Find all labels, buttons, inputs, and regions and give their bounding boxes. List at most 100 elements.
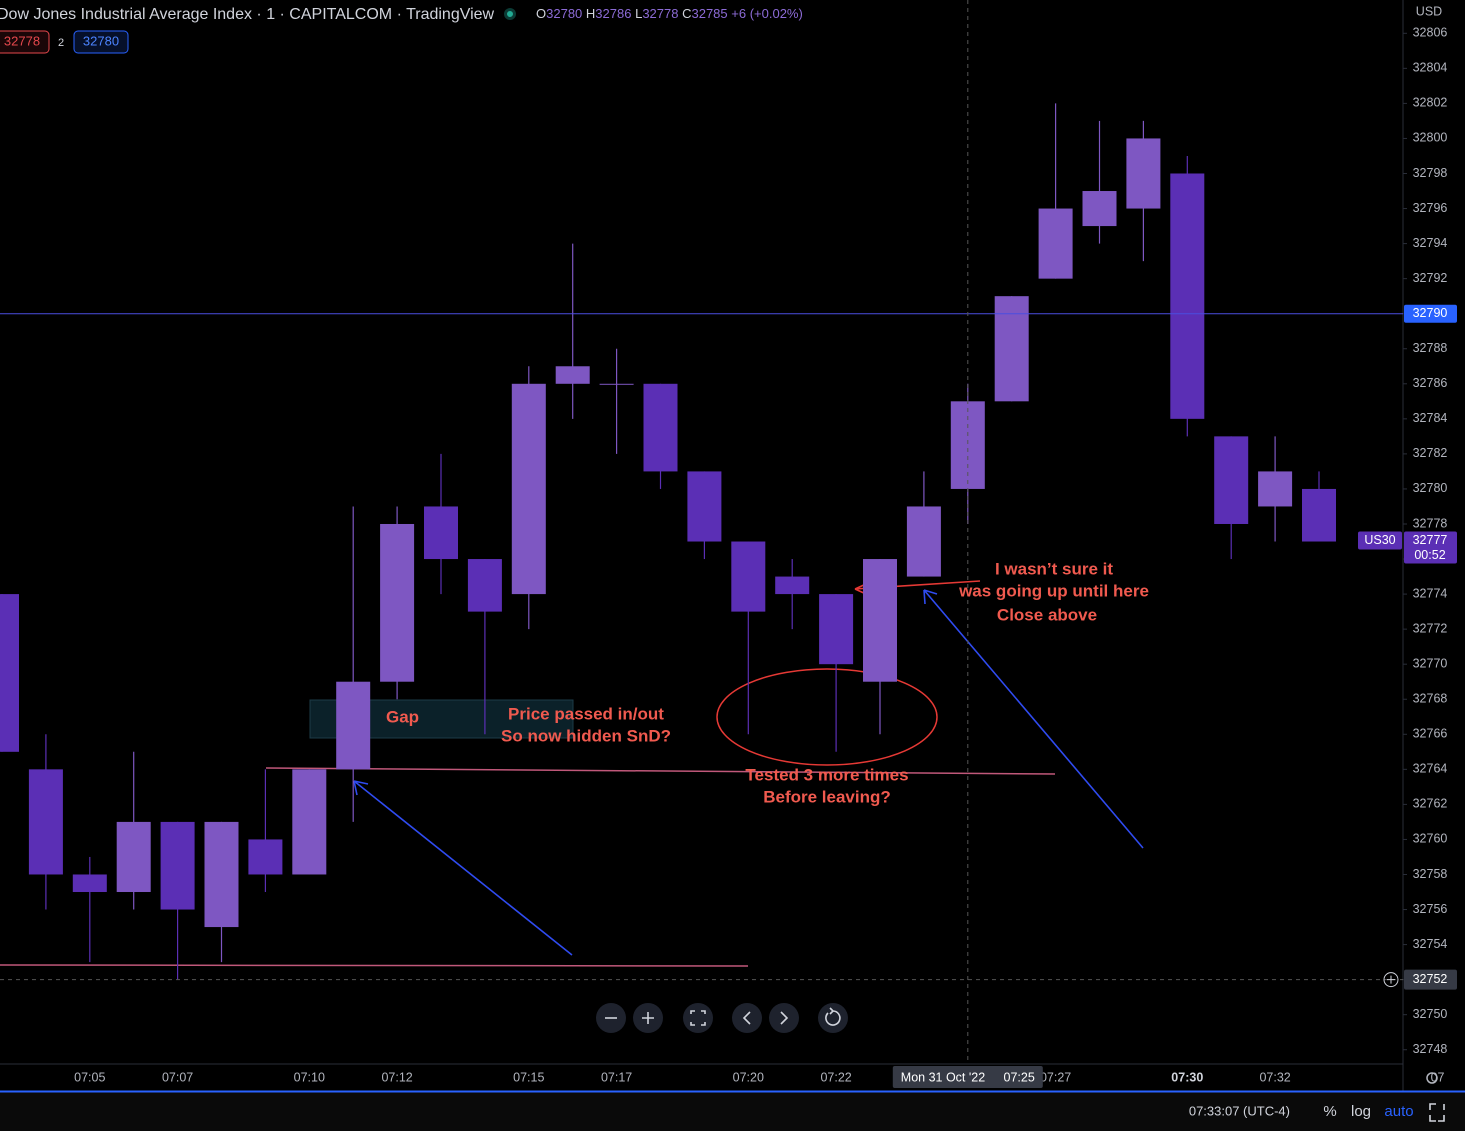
- candle-body: [643, 383, 678, 472]
- y-tick-label: 32784: [1413, 411, 1448, 425]
- y-tick-label: 32800: [1413, 131, 1448, 145]
- ohlc-label: H: [586, 6, 595, 21]
- symbol-title: Dow Jones Industrial Average Index · 1 ·…: [0, 6, 495, 23]
- ohlc-value: 32786: [595, 6, 631, 21]
- y-tick-label: 32796: [1413, 201, 1448, 215]
- level-line: [265, 767, 1056, 775]
- y-tick-label: 32760: [1413, 832, 1448, 846]
- log-toggle[interactable]: log: [1351, 1103, 1371, 1120]
- candle-body: [28, 769, 63, 875]
- navigation: [596, 1003, 848, 1033]
- candle-body: [775, 576, 810, 595]
- highlight-ellipse: [716, 668, 938, 766]
- quantity[interactable]: 2: [58, 37, 64, 49]
- buy-button[interactable]: [73, 30, 129, 54]
- settings-icon[interactable]: [1426, 1072, 1438, 1084]
- candle-body: [819, 594, 854, 665]
- annotation: So now hidden SnD?: [501, 726, 671, 745]
- symbol-label: US30: [1364, 533, 1395, 547]
- ohlc-value: 32785: [691, 6, 727, 21]
- candle-body: [292, 769, 327, 875]
- candle-body: [1126, 138, 1161, 209]
- scroll-left-button[interactable]: [732, 1003, 762, 1033]
- ohlc-legend: O32780 H32786 L32778 C32785 +6 (+0.02%): [536, 6, 803, 21]
- x-tick-label: 07:22: [820, 1070, 851, 1084]
- current-price-label: 32777: [1413, 533, 1448, 547]
- sell-price[interactable]: 32778: [4, 33, 40, 48]
- crosshair-time-box: [892, 1066, 1043, 1088]
- currency[interactable]: USD: [1416, 4, 1442, 18]
- ohlc-label: L: [635, 6, 642, 21]
- candle-body: [160, 821, 195, 910]
- y-tick-label: 32794: [1413, 236, 1448, 250]
- fullscreen-button[interactable]: [683, 1003, 713, 1033]
- x-tick-label: 07:07: [162, 1070, 193, 1084]
- candle-body: [204, 821, 239, 928]
- y-tick-label: 32764: [1413, 762, 1448, 776]
- fullscreen-icon[interactable]: [1429, 1103, 1445, 1122]
- candle-body: [1038, 208, 1073, 279]
- current-price-box: [1404, 531, 1457, 564]
- annotation: I wasn’t sure it: [995, 559, 1113, 578]
- candle-body: [863, 559, 897, 682]
- y-tick-label: 32804: [1413, 61, 1448, 75]
- ohlc-value: 32780: [546, 6, 582, 21]
- icon: [825, 1007, 841, 1026]
- y-tick-label: 32778: [1413, 516, 1448, 530]
- annotation: Close above: [997, 605, 1097, 624]
- y-tick-label: 32802: [1413, 96, 1448, 110]
- y-tick-label: 32782: [1413, 446, 1448, 460]
- y-tick-label: 32766: [1413, 727, 1448, 741]
- candle-body: [1258, 471, 1293, 507]
- candle-body: [380, 523, 415, 682]
- percent-toggle[interactable]: %: [1323, 1103, 1336, 1120]
- x-tick-label: 07:20: [733, 1070, 764, 1084]
- arrow: [353, 780, 573, 956]
- candle-body: [687, 471, 722, 542]
- x-tick-label: 07:30: [1171, 1070, 1203, 1084]
- x-tick-label: 07:15: [513, 1070, 544, 1084]
- clock: 07:33:07 (UTC-4): [1189, 1103, 1290, 1118]
- reset-button[interactable]: [818, 1003, 848, 1033]
- candle-body: [599, 383, 634, 385]
- y-tick-label: 32770: [1413, 656, 1448, 670]
- y-tick-label: 32756: [1413, 902, 1448, 916]
- x-tick-label: 07:05: [74, 1070, 105, 1084]
- candle-body: [336, 681, 371, 770]
- candle-body: [72, 874, 107, 893]
- candle-body: [424, 506, 458, 560]
- y-tick-label: 32798: [1413, 166, 1448, 180]
- y-tick-label: 32754: [1413, 937, 1448, 951]
- add-alert-button[interactable]: [1383, 972, 1399, 988]
- candle-body: [0, 594, 19, 752]
- axes: 32748 32750 32752 32754 32756 32758 32760 32762…: [0, 0, 1457, 1088]
- annotation: Tested 3 more times: [745, 765, 908, 784]
- annotation: was going up until here: [958, 581, 1149, 600]
- candle-body: [511, 383, 546, 595]
- level-line: [0, 964, 749, 967]
- candles: [0, 103, 1336, 980]
- candle-body: [1214, 436, 1249, 524]
- annotation: Gap: [386, 707, 419, 726]
- candle-body: [116, 821, 151, 893]
- y-tick-label: 32768: [1413, 692, 1448, 706]
- candle-body: [248, 839, 283, 875]
- buy-price[interactable]: 32780: [83, 33, 119, 48]
- y-tick-label: 32748: [1413, 1042, 1448, 1056]
- crosshair-date: Mon 31 Oct '22: [901, 1070, 985, 1084]
- symbol-box: [1358, 531, 1402, 550]
- sell-button[interactable]: [0, 30, 50, 54]
- ohlc-label: O: [536, 6, 546, 21]
- candle-body: [994, 296, 1029, 402]
- y-tick-label: 32772: [1413, 621, 1448, 635]
- candle-body: [731, 541, 766, 612]
- icon: [742, 1011, 751, 1025]
- crosshair-price: 32752: [1413, 972, 1448, 986]
- scroll-right-button[interactable]: [769, 1003, 799, 1033]
- countdown: 00:52: [1414, 548, 1445, 562]
- auto-toggle[interactable]: auto: [1384, 1103, 1413, 1120]
- candle-body: [1170, 173, 1205, 419]
- y-tick-label: 32780: [1413, 481, 1448, 495]
